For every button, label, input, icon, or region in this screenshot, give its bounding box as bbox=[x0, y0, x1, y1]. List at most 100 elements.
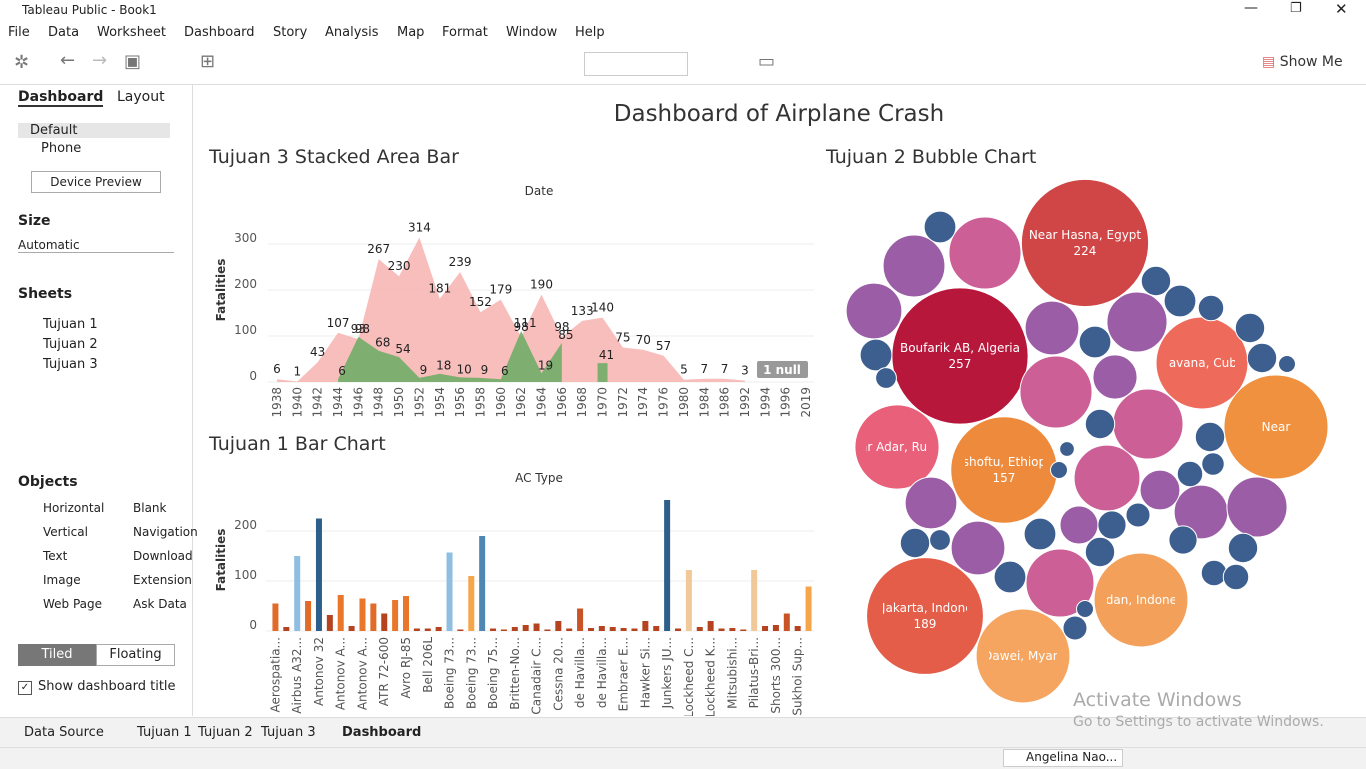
sheet-tab[interactable]: Tujuan 3 bbox=[261, 725, 316, 740]
presentation[interactable]: ▭ bbox=[758, 51, 776, 72]
sheet[interactable]: Tujuan 1 bbox=[43, 317, 98, 332]
x-tick-label: Hawker Si... bbox=[638, 637, 652, 708]
object[interactable]: Vertical bbox=[43, 525, 88, 539]
object[interactable]: Navigation bbox=[133, 525, 198, 539]
null-badge-label: 1 null bbox=[763, 363, 801, 377]
bubble bbox=[1020, 178, 1150, 308]
data-label: 267 bbox=[367, 242, 390, 256]
object[interactable]: Ask Data bbox=[133, 597, 187, 611]
maximize[interactable]: ❐ bbox=[1290, 1, 1302, 16]
menu-item[interactable]: Worksheet bbox=[97, 25, 167, 40]
axis-title: Date bbox=[525, 184, 554, 198]
layout-mode[interactable]: Tiled bbox=[18, 644, 96, 666]
sheet-tab[interactable]: Tujuan 2 bbox=[198, 725, 253, 740]
bar bbox=[348, 626, 355, 631]
object[interactable]: Extension bbox=[133, 573, 192, 587]
sheet[interactable]: Tujuan 2 bbox=[43, 337, 98, 352]
bubble-label-box: Medan, Indonesia bbox=[1107, 570, 1175, 630]
menu-item[interactable]: Dashboard bbox=[184, 25, 255, 40]
new-sheet[interactable]: ⊞ bbox=[200, 51, 216, 72]
user-menu[interactable]: Angelina Nao... bbox=[1003, 749, 1123, 767]
bubble bbox=[950, 520, 1006, 576]
bubble bbox=[1125, 502, 1151, 528]
menu-item[interactable]: Map bbox=[397, 25, 425, 40]
show-title[interactable]: Show dashboard title bbox=[38, 679, 176, 694]
object[interactable]: Horizontal bbox=[43, 501, 105, 515]
bar bbox=[729, 628, 736, 631]
object[interactable]: Blank bbox=[133, 501, 167, 515]
data-label: 6 bbox=[273, 362, 281, 376]
data-label: 98 bbox=[355, 322, 370, 336]
x-tick-label: 1970 bbox=[596, 387, 610, 418]
x-tick-label: Pilatus-Bri... bbox=[747, 637, 761, 708]
data-label: 41 bbox=[599, 348, 614, 362]
object[interactable]: Text bbox=[43, 549, 68, 563]
sheet-tab[interactable]: Tujuan 1 bbox=[137, 725, 192, 740]
x-tick-label: 1944 bbox=[331, 387, 345, 418]
layout-mode[interactable]: Floating bbox=[96, 644, 175, 666]
data-label: 43 bbox=[310, 345, 325, 359]
x-tick-label: Antonov A... bbox=[334, 637, 348, 710]
checkbox[interactable]: ✓ bbox=[18, 681, 32, 695]
bar bbox=[664, 500, 671, 631]
minimize[interactable]: — bbox=[1244, 0, 1258, 16]
bar bbox=[533, 623, 540, 631]
device-preview[interactable]: Device Preview bbox=[31, 171, 161, 193]
heading: Objects bbox=[18, 474, 78, 490]
close[interactable]: ✕ bbox=[1335, 0, 1348, 18]
bar bbox=[762, 626, 769, 631]
sheet[interactable]: Tujuan 3 bbox=[43, 357, 98, 372]
undo[interactable]: ← bbox=[60, 50, 76, 71]
object[interactable]: Download bbox=[133, 549, 193, 563]
y-tick-label: 200 bbox=[234, 518, 257, 532]
x-tick-label: Britten-No... bbox=[508, 637, 522, 710]
bubble-label: Near Adar, Russia bbox=[866, 417, 927, 477]
show-me[interactable]: ▤ Show Me bbox=[1262, 54, 1343, 70]
bar bbox=[500, 629, 507, 631]
menu-item[interactable]: Help bbox=[575, 25, 605, 40]
sheet-tab[interactable]: Dashboard bbox=[342, 725, 422, 740]
bar bbox=[751, 570, 758, 631]
bar bbox=[772, 625, 779, 631]
sheet-tabs: Data Source Tujuan 1 Tujuan 2 Tujuan 3 Dashb… bbox=[0, 717, 1366, 748]
bubble-name: Boufarik AB, Algeria bbox=[899, 341, 1020, 355]
data-label: 239 bbox=[449, 255, 472, 269]
menu-item[interactable]: Data bbox=[48, 25, 80, 40]
save[interactable]: ▣ bbox=[124, 51, 142, 72]
area bbox=[277, 237, 745, 382]
bubble-name: Bishoftu, Ethiopia bbox=[965, 455, 1043, 469]
menu-item[interactable]: Window bbox=[506, 25, 558, 40]
menu-item[interactable]: Format bbox=[442, 25, 488, 40]
x-tick-label: Avro RJ-85 bbox=[399, 637, 413, 698]
menu-item[interactable]: Story bbox=[273, 25, 308, 40]
logo[interactable]: ✲ bbox=[14, 52, 30, 73]
bubble-label-box: Boufarik AB, Algeria 257 bbox=[899, 341, 1020, 371]
sheet-tab[interactable]: Data Source bbox=[24, 725, 104, 740]
menu-item[interactable]: File bbox=[8, 25, 30, 40]
x-tick-label: 1974 bbox=[636, 387, 650, 418]
x-tick-label: Boeing 73... bbox=[464, 637, 478, 709]
x-tick-label: 1966 bbox=[555, 387, 569, 418]
bubble bbox=[899, 527, 931, 559]
bar bbox=[566, 628, 573, 631]
object[interactable]: Image bbox=[43, 573, 81, 587]
device[interactable]: Phone bbox=[41, 141, 82, 156]
bubble bbox=[1050, 461, 1068, 479]
object[interactable]: Web Page bbox=[43, 597, 103, 611]
y-tick-label: 200 bbox=[234, 277, 257, 291]
bar bbox=[370, 603, 377, 631]
data-label: 57 bbox=[656, 339, 671, 353]
redo[interactable]: → bbox=[92, 50, 108, 71]
data-label: 314 bbox=[408, 221, 431, 235]
bubble bbox=[975, 608, 1071, 704]
menu-item[interactable]: Analysis bbox=[325, 25, 379, 40]
pane-tab[interactable]: Layout bbox=[117, 89, 165, 105]
bubble bbox=[1078, 325, 1112, 359]
bubble bbox=[1106, 291, 1168, 353]
data-label: 190 bbox=[530, 278, 553, 292]
bubble-label: Medan, Indonesia bbox=[1107, 570, 1175, 630]
dropdown[interactable] bbox=[584, 52, 688, 76]
size-select[interactable]: Automatic bbox=[18, 238, 174, 253]
device[interactable]: Default bbox=[18, 123, 170, 138]
pane-tab[interactable]: Dashboard bbox=[18, 89, 104, 107]
